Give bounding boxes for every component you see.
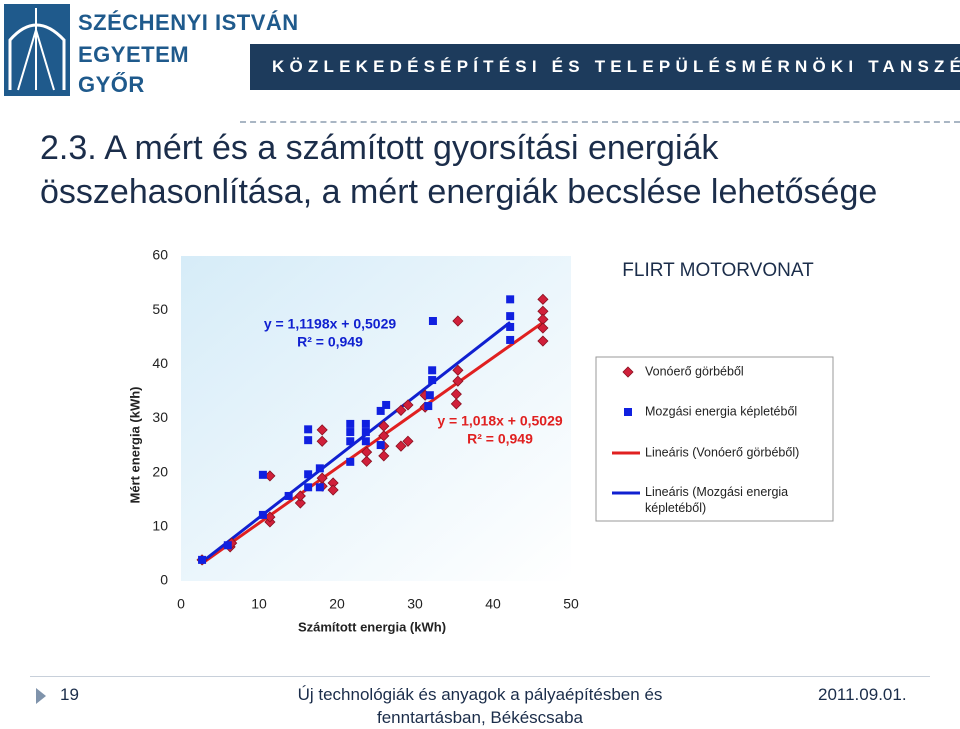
point	[382, 400, 391, 409]
trendline	[201, 321, 544, 565]
point	[327, 484, 339, 496]
logo-icon	[4, 4, 70, 96]
annotation: R² = 0,949	[467, 431, 533, 447]
point	[223, 541, 232, 550]
point	[346, 437, 355, 446]
page-number: 19	[60, 685, 79, 704]
point	[361, 446, 373, 458]
footer-date: 2011.09.01.	[818, 685, 907, 704]
legend-label: Lineáris (Vonóerő görbéből)	[645, 445, 799, 459]
footer-line-text: fenntartásban, Békéscsaba	[376, 708, 584, 727]
point	[452, 375, 464, 387]
x-tick-label: 30	[407, 596, 423, 612]
legend-marker	[622, 366, 634, 378]
point	[402, 435, 414, 447]
point	[506, 295, 515, 304]
point	[294, 497, 306, 509]
x-axis-label: Számított energia (kWh)	[298, 619, 446, 634]
point	[294, 490, 306, 502]
divider	[240, 121, 960, 123]
point	[506, 335, 515, 344]
point	[315, 464, 324, 473]
legend-label: Mozgási energia képletéből	[645, 404, 797, 418]
point	[316, 472, 328, 484]
y-tick-label: 20	[152, 463, 168, 479]
point	[198, 555, 207, 564]
point	[452, 364, 464, 376]
point	[450, 398, 462, 410]
legend-label-line: képletéből)	[645, 501, 706, 515]
x-tick-label: 0	[177, 596, 185, 612]
point	[316, 424, 328, 436]
point	[537, 293, 549, 305]
point	[316, 435, 328, 447]
y-tick-label: 30	[152, 409, 168, 425]
legend-marker	[624, 408, 632, 416]
x-tick-label: 10	[251, 596, 267, 612]
point	[346, 457, 355, 466]
x-tick-label: 50	[563, 596, 579, 612]
point	[346, 419, 355, 428]
x-tick-label: 40	[485, 596, 501, 612]
point	[361, 419, 370, 428]
y-tick-label: 40	[152, 355, 168, 371]
point	[304, 483, 313, 492]
logo-text: EGYETEM	[78, 42, 190, 67]
slide-title: 2.3. A mért és a számított gyorsítási en…	[40, 129, 878, 211]
point	[425, 391, 434, 400]
point	[258, 510, 267, 519]
point	[452, 315, 464, 327]
x-tick-label: 20	[329, 596, 345, 612]
point	[304, 425, 313, 434]
point	[395, 404, 407, 416]
point	[376, 441, 385, 450]
logo-text: GYŐR	[78, 72, 145, 97]
annotation: y = 1,018x + 0,5029	[437, 413, 563, 429]
point	[378, 450, 390, 462]
point	[284, 491, 293, 500]
footer-line	[30, 676, 930, 677]
legend-label: Vonóerő görbéből	[645, 364, 744, 378]
point	[395, 440, 407, 452]
point	[378, 420, 390, 432]
logo-text: SZÉCHENYI ISTVÁN	[78, 10, 299, 35]
point	[424, 402, 433, 411]
point	[378, 430, 390, 442]
point	[304, 436, 313, 445]
point	[361, 455, 373, 467]
point	[506, 322, 515, 331]
point	[361, 437, 370, 446]
y-axis-label: Mért energia (kWh)	[127, 386, 142, 503]
footer-line-text: Új technológiák és anyagok a pályaépítés…	[297, 685, 663, 704]
y-tick-label: 0	[160, 572, 168, 588]
department: KÖZLEKEDÉSÉPÍTÉSI ÉS TELEPÜLÉSMÉRNÖKI TA…	[272, 57, 960, 76]
point	[304, 470, 313, 479]
banner	[250, 44, 960, 90]
y-tick-label: 50	[152, 301, 168, 317]
trendline	[201, 321, 512, 564]
point	[346, 428, 355, 437]
annotation: R² = 0,949	[297, 334, 363, 350]
y-tick-label: 10	[152, 518, 168, 534]
footer-text: Új technológiák és anyagok a pályaépítés…	[250, 683, 710, 729]
point	[428, 376, 437, 385]
point	[402, 399, 414, 411]
point	[428, 317, 437, 325]
annotation: y = 1,1198x + 0,5029	[264, 316, 397, 332]
point	[376, 406, 385, 415]
chart-title: FLIRT MOTORVONAT	[622, 260, 814, 281]
point	[361, 428, 370, 437]
legend-label: Lineáris (Mozgási energia képletéből)	[645, 485, 788, 515]
point	[506, 312, 515, 321]
point	[537, 335, 549, 347]
point	[428, 366, 437, 375]
point	[258, 470, 267, 479]
point	[315, 483, 324, 492]
y-tick-label: 60	[152, 247, 168, 263]
point	[537, 322, 549, 334]
chart: FLIRT MOTORVONAT Számított energia (kWh)…	[127, 247, 834, 634]
footer-arrow	[36, 688, 46, 704]
legend-label-line: Lineáris (Mozgási energia	[645, 485, 788, 499]
